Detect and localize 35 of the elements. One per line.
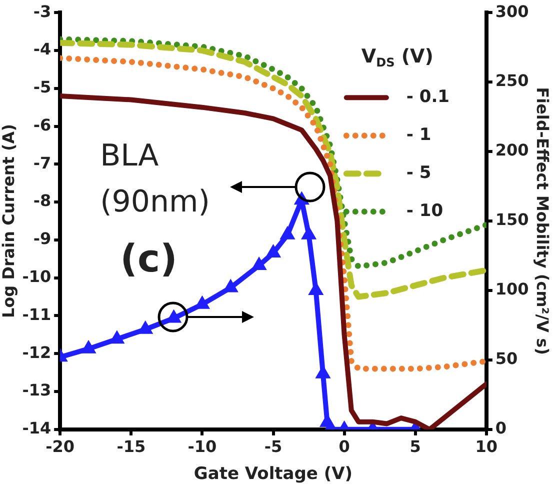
y2-axis-title: Field-Effect Mobility (cm²/V s) bbox=[533, 87, 552, 355]
y-tick-label: -10 bbox=[22, 266, 52, 286]
x-tick-label: -10 bbox=[188, 437, 217, 456]
legend-label: - 1 bbox=[406, 125, 432, 146]
y-tick-label: -7 bbox=[33, 153, 52, 172]
y-tick-label: -14 bbox=[22, 418, 52, 438]
y-tick-label: -9 bbox=[33, 229, 52, 248]
x-tick-label: -15 bbox=[116, 437, 146, 456]
y2-tick-label: 300 bbox=[495, 2, 529, 21]
y-tick-label: -6 bbox=[33, 115, 52, 134]
y2-tick-label: 150 bbox=[495, 210, 529, 230]
x-tick-label: -20 bbox=[46, 437, 75, 456]
y-tick-label: -5 bbox=[33, 78, 52, 97]
x-tick-label: 10 bbox=[475, 437, 498, 456]
x-tick-label: -5 bbox=[264, 437, 282, 456]
y2-tick-label: 100 bbox=[495, 280, 529, 299]
y-tick-label: -13 bbox=[22, 380, 52, 400]
x-axis-title: Gate Voltage (V) bbox=[194, 464, 353, 484]
legend-label: - 5 bbox=[406, 163, 432, 184]
y2-tick-label: 0 bbox=[495, 418, 507, 438]
legend-label: - 10 bbox=[406, 201, 444, 222]
y-tick-label: -4 bbox=[33, 40, 52, 59]
y2-tick-label: 50 bbox=[495, 349, 518, 368]
y-axis-title: Log Drain Current (A) bbox=[0, 124, 18, 318]
y2-tick-label: 200 bbox=[495, 140, 529, 160]
x-tick-label: 5 bbox=[410, 437, 421, 456]
y2-tick-label: 250 bbox=[495, 71, 529, 90]
x-tick-label: 0 bbox=[338, 437, 350, 456]
y-tick-label: -11 bbox=[22, 304, 52, 324]
y-tick-label: -12 bbox=[22, 342, 52, 362]
annotation: BLA (90nm) bbox=[100, 138, 210, 220]
y-tick-label: -8 bbox=[33, 191, 52, 210]
annotation: (c) bbox=[120, 236, 178, 280]
legend-label: - 0.1 bbox=[406, 87, 450, 108]
y-tick-label: -3 bbox=[33, 2, 52, 21]
